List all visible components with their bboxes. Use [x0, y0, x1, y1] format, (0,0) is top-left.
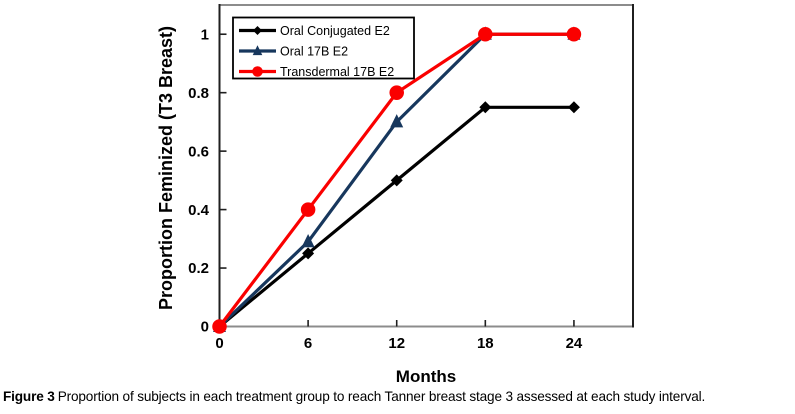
- data-point-marker-0: [479, 101, 492, 114]
- figure-caption-text: Proportion of subjects in each treatment…: [57, 389, 706, 404]
- data-point-marker-0: [390, 174, 403, 187]
- data-point-marker-2: [212, 319, 227, 334]
- plot-area: 0 0.2 0.4 0.6 0.8 1 0 6 12 18 24 Oral Conjugated E2…: [188, 4, 634, 352]
- x-axis-title: Months: [396, 367, 456, 386]
- x-tick-label: 6: [304, 335, 312, 352]
- y-axis-title: Proportion Feminized (T3 Breast): [156, 26, 176, 310]
- line-chart: 0 0.2 0.4 0.6 0.8 1 0 6 12 18 24 Oral Conjugated E2…: [156, 4, 634, 386]
- figure-caption-label: Figure 3: [3, 389, 55, 404]
- legend-label: Oral Conjugated E2: [280, 24, 390, 38]
- y-tick-label: 0.4: [188, 202, 210, 219]
- x-tick-label: 18: [477, 335, 494, 352]
- y-tick-label: 0.8: [188, 85, 209, 102]
- legend-marker-circle: [252, 66, 263, 77]
- legend-label: Transdermal 17B E2: [280, 65, 394, 79]
- x-tick-label: 24: [566, 335, 583, 352]
- legend-label: Oral 17B E2: [280, 44, 348, 58]
- data-point-marker-2: [566, 26, 582, 42]
- data-point-marker-1: [390, 114, 404, 128]
- data-point-marker-2: [389, 85, 404, 100]
- y-tick-label: 0.2: [188, 260, 209, 277]
- data-point-marker-2: [300, 202, 316, 217]
- y-tick-label: 0.6: [188, 143, 209, 160]
- x-tick-label: 12: [388, 335, 405, 352]
- data-point-marker-1: [301, 233, 315, 248]
- y-tick-label: 1: [201, 26, 209, 43]
- x-tick-label: 0: [215, 335, 223, 352]
- legend-marker-diamond: [253, 26, 262, 35]
- y-tick-label: 0: [201, 319, 209, 336]
- legend-box: [232, 16, 415, 80]
- figure-caption: Figure 3 Proportion of subjects in each t…: [3, 389, 793, 405]
- data-point-marker-2: [478, 26, 493, 42]
- legend-marker-triangle: [252, 45, 263, 56]
- data-point-marker-0: [567, 101, 580, 114]
- data-point-marker-0: [302, 247, 315, 260]
